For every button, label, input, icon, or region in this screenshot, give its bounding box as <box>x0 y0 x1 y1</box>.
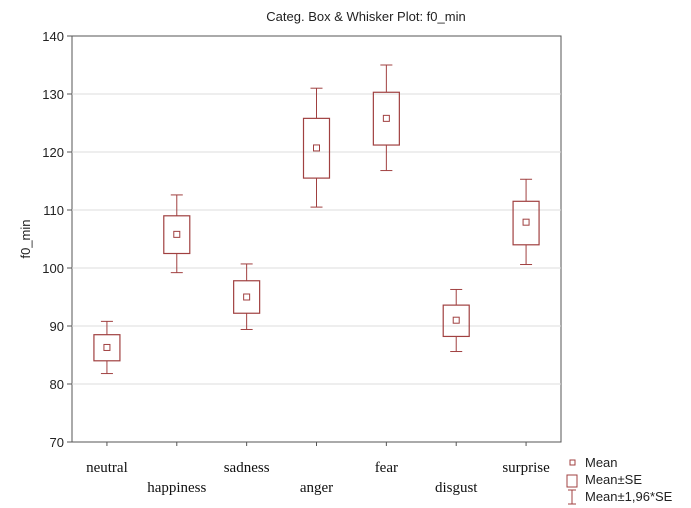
y-tick-label: 70 <box>50 435 64 450</box>
se-box <box>163 215 191 255</box>
box-anger <box>302 87 331 208</box>
se-box <box>93 334 121 362</box>
mean-marker <box>522 218 530 226</box>
y-tick-label: 130 <box>42 87 64 102</box>
se-box <box>512 200 540 246</box>
x-tick-label: anger <box>300 480 333 496</box>
se-box <box>302 117 331 179</box>
y-tick-label: 90 <box>50 319 64 334</box>
y-axis-label: f0_min <box>18 219 33 258</box>
x-tick-label: neutral <box>86 460 128 476</box>
box-neutral <box>93 320 121 375</box>
legend-mean-label: Mean <box>585 455 618 470</box>
y-tick-label: 80 <box>50 377 64 392</box>
se-box <box>233 280 261 314</box>
mean-marker <box>313 144 320 152</box>
x-tick-label: surprise <box>502 460 550 476</box>
x-tick-label: fear <box>375 460 398 476</box>
x-tick-label: disgust <box>435 480 478 496</box>
chart-title: Categ. Box & Whisker Plot: f0_min <box>266 9 465 24</box>
box-surprise <box>512 178 540 266</box>
y-tick-label: 140 <box>42 29 64 44</box>
mean-marker <box>243 293 251 301</box>
box-happiness <box>163 194 191 274</box>
y-tick-label: 110 <box>43 203 64 218</box>
y-axis: 70 80 90 100 110 120 130 140 <box>42 29 72 450</box>
y-tick-label: 100 <box>42 261 64 276</box>
legend-se-label: Mean±SE <box>585 472 642 487</box>
boxes <box>93 64 540 375</box>
mean-marker <box>382 114 390 122</box>
y-tick-label: 120 <box>42 145 64 160</box>
x-axis: neutral happiness sadness anger fear disgust s… <box>86 442 550 496</box>
mean-marker <box>103 343 111 351</box>
mean-marker <box>452 316 460 324</box>
legend-ci-marker <box>568 489 576 505</box>
legend-mean-marker <box>569 459 576 466</box>
x-tick-label: sadness <box>224 460 270 476</box>
legend: Mean Mean±SE Mean±1,96*SE <box>566 455 673 505</box>
mean-marker <box>173 230 181 238</box>
se-box <box>372 91 400 146</box>
se-box <box>442 304 470 338</box>
x-tick-label: happiness <box>147 480 206 496</box>
box-fear <box>372 64 400 172</box>
box-disgust <box>442 288 470 353</box>
legend-ci-label: Mean±1,96*SE <box>585 489 673 504</box>
box-sadness <box>233 263 261 330</box>
legend-se-marker <box>566 474 578 488</box>
